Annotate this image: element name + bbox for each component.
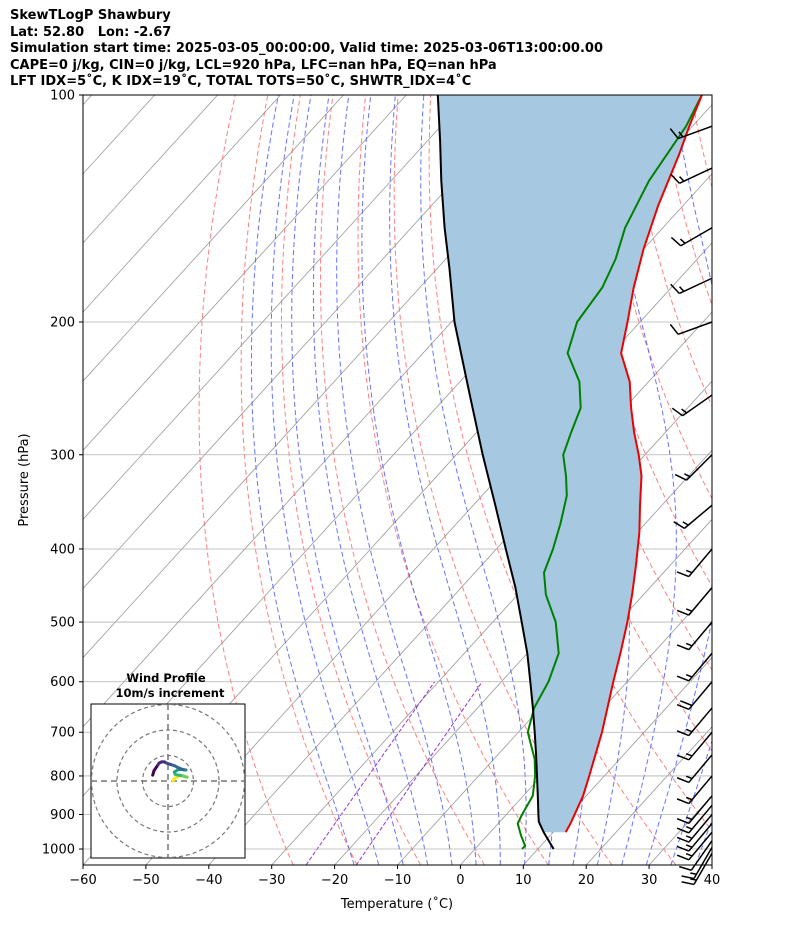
- moist-adiabat: [600, 95, 677, 865]
- isotherm-line: [83, 95, 218, 244]
- y-tick-label: 700: [50, 726, 75, 741]
- wind-barb: [676, 621, 713, 651]
- wind-barb: [676, 707, 713, 737]
- station-location: Lat: 52.80 Lon: -2.67: [10, 24, 172, 40]
- wind-barb: [676, 681, 713, 711]
- isotherm-line: [83, 95, 470, 520]
- hodograph-title: Wind Profile: [126, 671, 206, 685]
- isotherm-line: [83, 95, 407, 451]
- isotherm-line: [523, 657, 712, 865]
- y-axis: 100 200 300 400 500 600 700 800 900 1000: [42, 89, 83, 858]
- dry-adiabat: [756, 95, 794, 865]
- y-tick-label: 200: [50, 315, 75, 330]
- hodograph-segment: [151, 769, 156, 777]
- wind-barb: [670, 277, 713, 295]
- wind-barb: [676, 754, 713, 784]
- dry-adiabat: [198, 95, 294, 865]
- temperature-line: [564, 95, 703, 833]
- wind-barb: [676, 823, 713, 852]
- y-tick-label: 500: [50, 616, 75, 631]
- dewpoint-line: [516, 95, 703, 850]
- moist-adiabat: [336, 95, 453, 865]
- isotherm-line: [83, 95, 93, 106]
- moist-adiabat: [645, 95, 712, 865]
- dry-adiabat: [789, 95, 794, 865]
- sounding-profiles: [436, 95, 703, 850]
- x-tick-label: 0: [456, 873, 464, 888]
- y-tick-label: 400: [50, 542, 75, 557]
- moist-adiabat: [291, 95, 404, 865]
- x-tick-label: 40: [704, 873, 721, 888]
- isotherm-line: [83, 95, 281, 313]
- wind-barb: [676, 587, 713, 616]
- parcel-path-line: [436, 95, 555, 850]
- y-tick-label: 900: [50, 808, 75, 823]
- x-tick-label: −60: [69, 873, 96, 888]
- wind-barb: [676, 548, 713, 578]
- moist-adiabat: [361, 95, 477, 865]
- dry-adiabat: [357, 95, 549, 865]
- x-axis: −60 −50 −40 −30 −20 −10 0 10 20 30 40: [69, 865, 720, 888]
- x-tick-label: −30: [258, 873, 285, 888]
- x-tick-label: −40: [195, 873, 222, 888]
- wind-barb: [676, 731, 713, 761]
- y-axis-label: Pressure (hPa): [17, 433, 32, 526]
- x-tick-label: −20: [321, 873, 348, 888]
- x-tick-label: 10: [515, 873, 532, 888]
- wind-barb: [676, 795, 713, 825]
- wind-barb: [669, 125, 713, 140]
- wind-barb: [676, 775, 713, 805]
- dry-adiabat: [690, 95, 712, 189]
- wind-barb: [670, 227, 713, 247]
- stability-indices: LFT IDX=5˚C, K IDX=19˚C, TOTAL TOTS=50˚C…: [10, 74, 472, 89]
- hodograph-inset: Wind Profile 10m/s increment: [90, 671, 246, 859]
- dry-adiabat: [280, 95, 422, 865]
- mixing-ratio-line: [355, 681, 483, 865]
- mixing-ratio-line: [305, 681, 436, 865]
- dry-adiabat: [724, 95, 794, 865]
- wind-barb: [674, 454, 713, 481]
- wind-barb: [671, 394, 713, 417]
- wind-barb: [670, 167, 713, 184]
- moist-adiabat: [250, 95, 355, 865]
- moist-adiabat: [312, 95, 429, 865]
- moist-adiabat: [670, 739, 712, 865]
- wind-barbs: [669, 125, 713, 886]
- isotherm-line: [648, 795, 712, 865]
- isotherm-line: [83, 95, 533, 590]
- wind-barb: [676, 804, 713, 834]
- simulation-times: Simulation start time: 2025-03-05_00:00:…: [10, 41, 603, 56]
- dry-adiabat: [240, 95, 358, 865]
- dry-adiabat: [320, 95, 485, 865]
- wind-barb: [676, 831, 713, 861]
- wind-barb: [673, 504, 713, 530]
- wind-barb: [681, 847, 713, 880]
- wind-barb: [669, 321, 713, 336]
- x-tick-label: −50: [132, 873, 159, 888]
- y-tick-label: 1000: [42, 843, 75, 858]
- wind-barb: [681, 852, 713, 886]
- cape-cin-shading: [437, 95, 702, 833]
- y-tick-label: 600: [50, 675, 75, 690]
- isotherm-line: [711, 864, 712, 865]
- moist-adiabat: [270, 95, 380, 865]
- isotherm-line: [585, 726, 712, 865]
- y-tick-label: 100: [50, 89, 75, 104]
- chart-header: SkewTLogP Shawbury Lat: 52.80 Lon: -2.67…: [10, 8, 603, 91]
- wind-barb: [676, 652, 713, 682]
- x-tick-label: 30: [641, 873, 658, 888]
- y-tick-label: 800: [50, 769, 75, 784]
- stability-parameters: CAPE=0 j/kg, CIN=0 j/kg, LCL=920 hPa, LF…: [10, 57, 497, 73]
- hodograph-subtitle: 10m/s increment: [116, 686, 225, 700]
- x-tick-label: 20: [578, 873, 595, 888]
- station-title: SkewTLogP Shawbury: [10, 8, 171, 23]
- x-axis-label: Temperature (˚C): [340, 896, 453, 912]
- isotherm-line: [397, 518, 712, 865]
- y-tick-label: 300: [50, 448, 75, 463]
- x-tick-label: −10: [384, 873, 411, 888]
- isotherm-line: [83, 95, 344, 382]
- wind-barb: [676, 814, 713, 843]
